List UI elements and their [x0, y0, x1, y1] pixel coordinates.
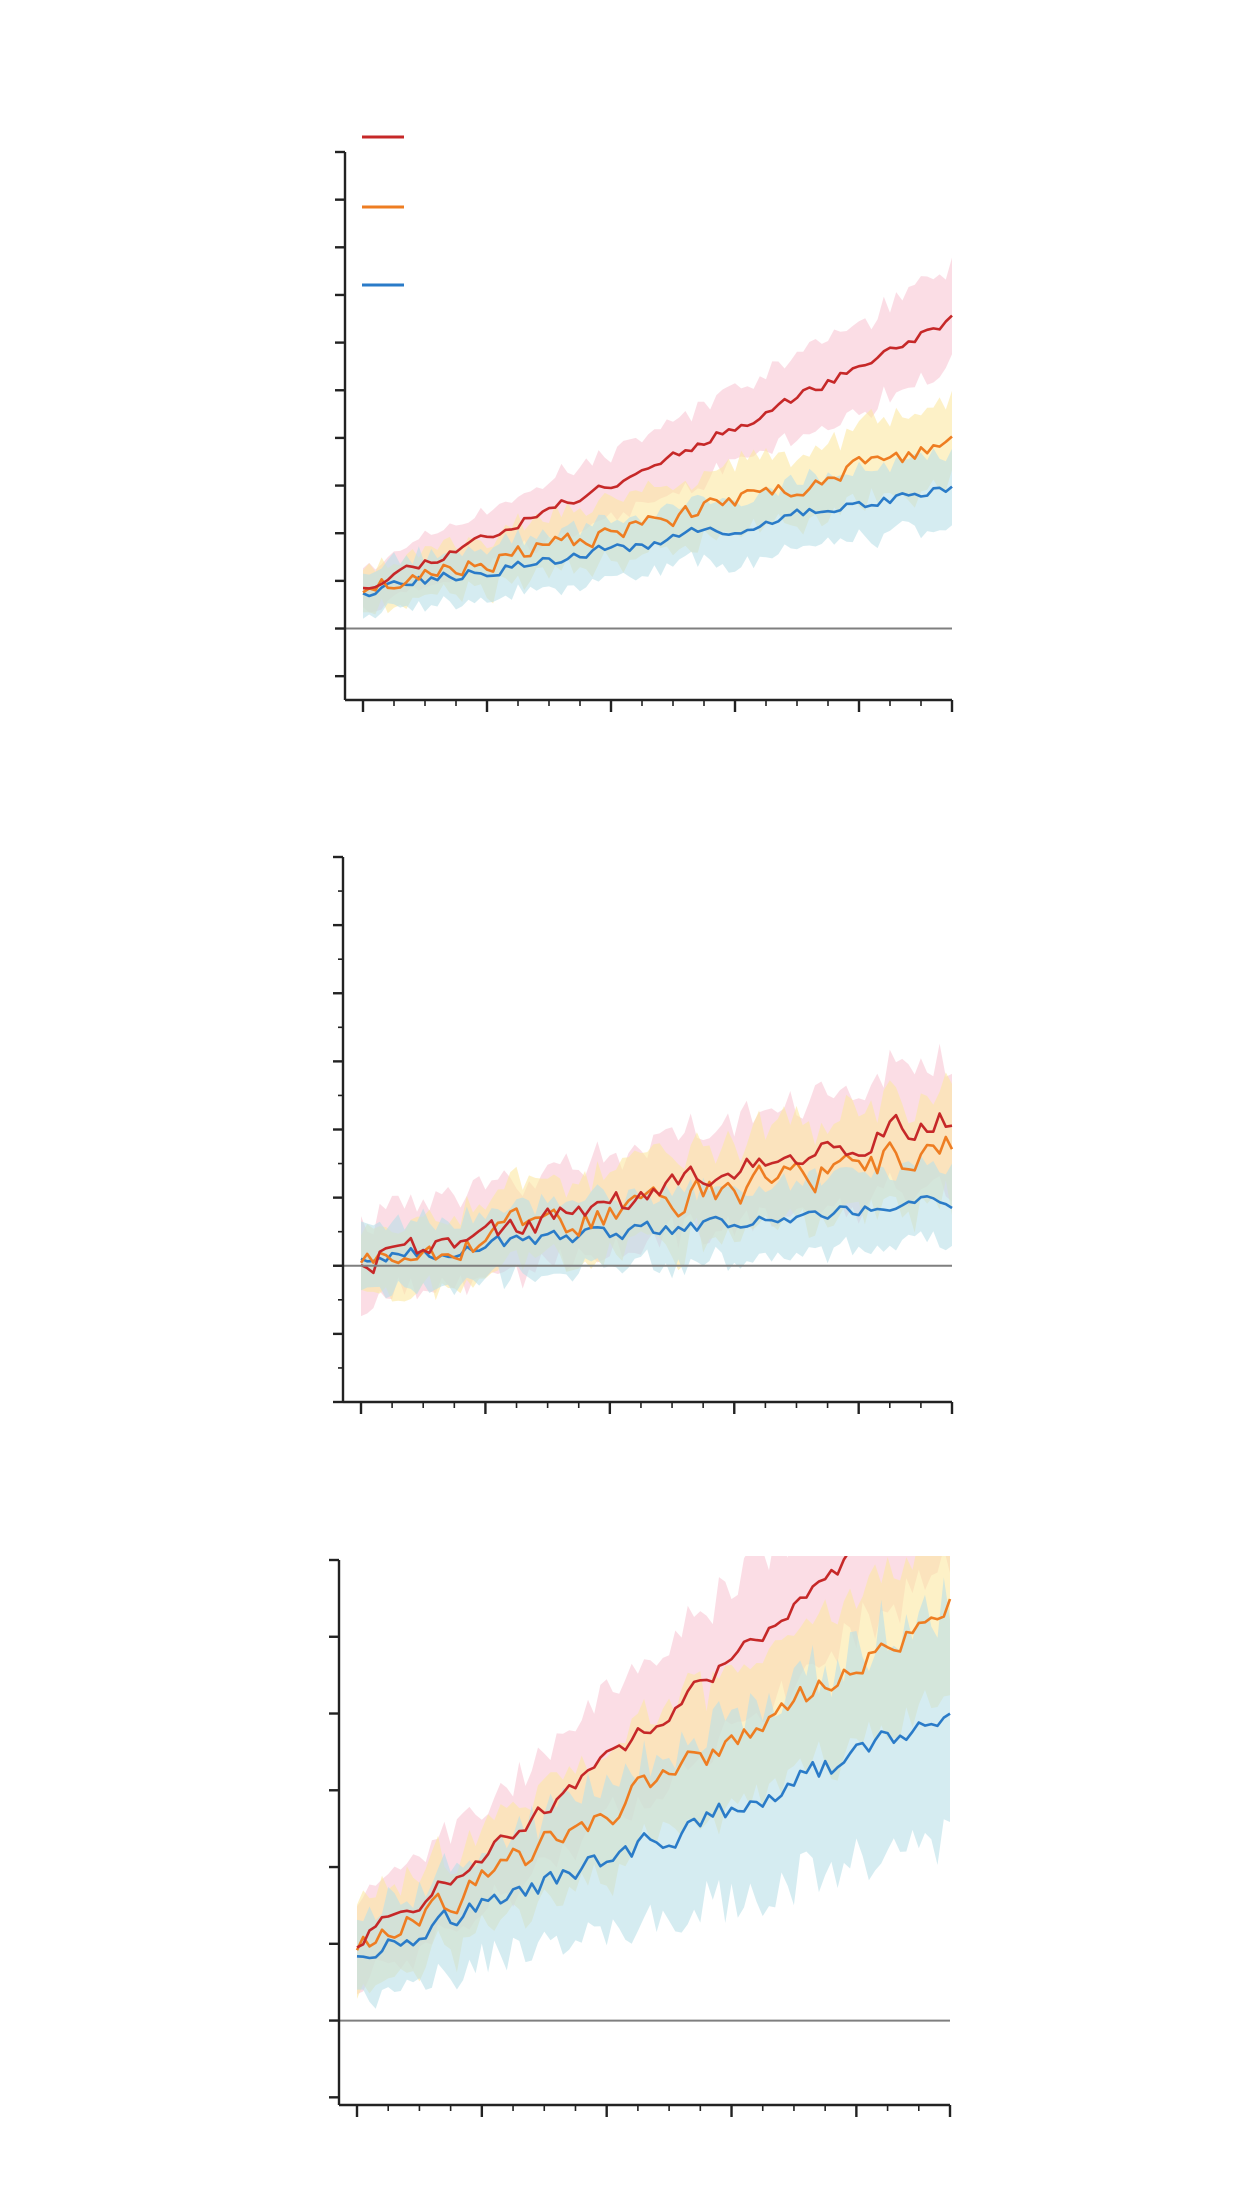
panel-bottom — [329, 1556, 952, 2117]
confidence-band-a — [363, 257, 952, 613]
series-line-a — [356, 1556, 848, 1949]
legend — [362, 135, 404, 287]
series-line-c — [362, 485, 953, 598]
series-line-c — [356, 1712, 951, 1960]
plot-area — [359, 1043, 954, 1317]
confidence-band-c — [363, 448, 952, 619]
panel-top — [335, 150, 954, 712]
series-line-c — [360, 1195, 953, 1263]
series-line-b — [355, 1598, 952, 1951]
plot-area — [355, 1556, 952, 2009]
plot-area — [362, 257, 953, 619]
panel-middle — [333, 855, 954, 1414]
series-line-a — [360, 1112, 953, 1275]
series-line-b — [362, 435, 953, 594]
confidence-band-c — [361, 1155, 952, 1299]
series-line-a — [362, 314, 953, 590]
